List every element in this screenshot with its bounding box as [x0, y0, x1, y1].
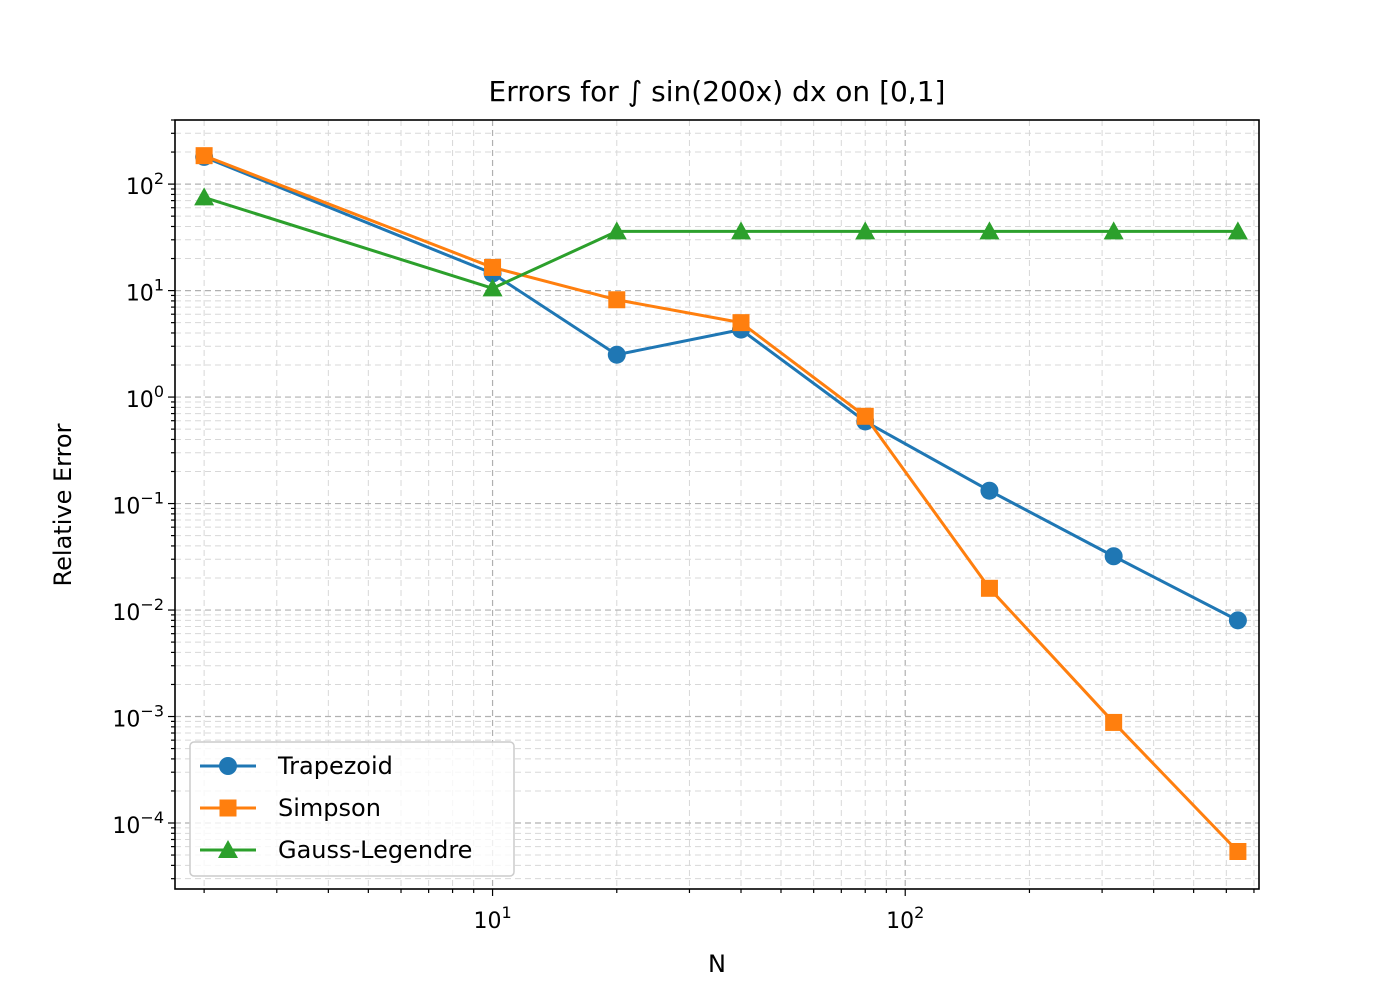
- legend-marker-gauss-legendre: [218, 840, 238, 858]
- data-point-gauss-legendre: [1227, 221, 1248, 240]
- data-point-gauss-legendre: [606, 221, 627, 240]
- legend-items: Trapezoid Simpson Gauss-Legendre: [200, 752, 472, 864]
- series-simpson: [195, 147, 1247, 860]
- plot-frame: [174, 119, 1260, 890]
- legend-marker-simpson: [219, 799, 237, 817]
- data-point-gauss-legendre: [979, 221, 1000, 240]
- legend: Trapezoid Simpson Gauss-Legendre: [189, 741, 515, 877]
- legend-marker-trapezoid: [219, 757, 237, 775]
- legend-label-trapezoid: Trapezoid: [277, 752, 393, 780]
- axis-ticks: 101 102 102 101 100 10−1 10−2 10−3 10−4: [112, 119, 1255, 934]
- legend-item-simpson: Simpson: [200, 794, 381, 822]
- series-gauss-legendre: [194, 187, 1248, 297]
- tick-label: 10−4: [112, 808, 164, 839]
- series-line-trapezoid: [203, 155, 1239, 622]
- legend-item-trapezoid: Trapezoid: [200, 752, 393, 780]
- data-point-gauss-legendre: [482, 278, 503, 297]
- data-point-trapezoid: [1104, 547, 1123, 566]
- y-axis-label: Relative Error: [49, 423, 77, 586]
- tick-label: 10−3: [112, 702, 164, 733]
- tick-label: 101: [473, 903, 511, 934]
- legend-item-gauss-legendre: Gauss-Legendre: [200, 836, 472, 864]
- legend-label-simpson: Simpson: [278, 794, 381, 822]
- series-line-simpson: [203, 154, 1239, 853]
- legend-label-gauss-legendre: Gauss-Legendre: [278, 836, 472, 864]
- legend-box: [189, 741, 515, 877]
- tick-label: 102: [126, 169, 164, 200]
- data-point-trapezoid: [980, 481, 999, 500]
- data-point-gauss-legendre: [731, 221, 752, 240]
- tick-label: 102: [886, 903, 924, 934]
- data-point-simpson: [608, 291, 626, 309]
- data-point-simpson: [195, 147, 213, 165]
- chart-title: Errors for ∫ sin(200x) dx on [0,1]: [489, 75, 946, 108]
- data-point-simpson: [484, 258, 502, 276]
- tick-label: 101: [126, 276, 164, 307]
- tick-label: 100: [126, 382, 164, 413]
- data-point-simpson: [856, 407, 874, 425]
- tick-label: 10−2: [112, 595, 164, 626]
- data-point-trapezoid: [607, 345, 626, 364]
- data-point-simpson: [1229, 842, 1247, 860]
- data-point-simpson: [1105, 713, 1123, 731]
- tick-label: 10−1: [112, 489, 164, 520]
- series-layer: [194, 147, 1248, 860]
- data-point-gauss-legendre: [1103, 221, 1124, 240]
- data-point-gauss-legendre: [855, 221, 876, 240]
- data-point-gauss-legendre: [194, 187, 215, 206]
- x-axis-label: N: [708, 950, 726, 978]
- series-line-gauss-legendre: [203, 195, 1238, 290]
- data-point-trapezoid: [1228, 611, 1247, 630]
- data-point-simpson: [980, 579, 998, 597]
- data-point-simpson: [732, 314, 750, 332]
